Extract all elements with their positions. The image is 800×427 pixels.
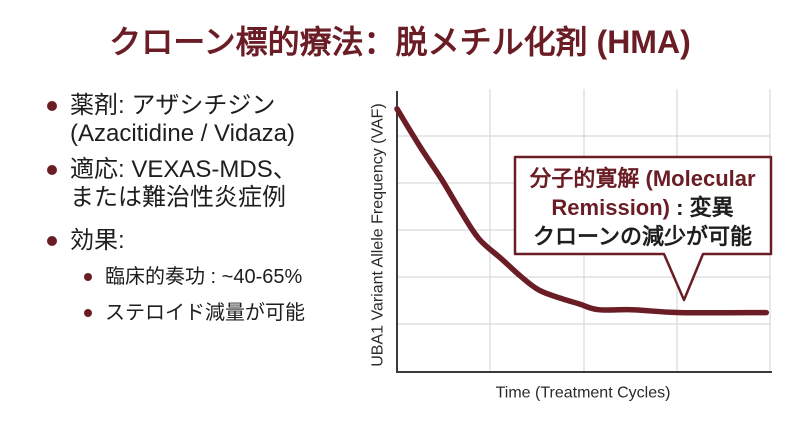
callout-line-3: クローンの減少が可能 [533, 224, 752, 249]
sub-bullet-dot [84, 273, 92, 281]
sub-bullet-response: 臨床的奏功 : ~40-65% [0, 263, 340, 291]
bullet-drug: 薬剤: アザシチジン (Azacitidine / Vidaza) [0, 92, 340, 147]
bullet-drug-line-2: (Azacitidine / Vidaza) [70, 120, 295, 147]
bullet-effect: 効果: [0, 227, 340, 255]
slide-title: クローン標的療法：脱メチル化剤 (HMA) [109, 24, 691, 60]
callout-line-2-highlight: Remission) [551, 195, 671, 220]
callout-line-2: Remission) : 変異 [515, 193, 770, 222]
bullet-indication-line-2: または難治性炎症例 [70, 184, 286, 211]
vaf-curve-line [394, 106, 770, 316]
bullet-indication-line-1: 適応: VEXAS-MDS、 [70, 156, 297, 183]
bullet-indication-text: 適応: VEXAS-MDS、 または難治性炎症例 [70, 156, 297, 212]
callout-annotation: 分子的寛解 (Molecular Remission) : 変異 クローンの減少… [515, 157, 770, 254]
sub-bullet-steroid: ステロイド減量が可能 [0, 299, 340, 327]
sub-bullet-response-text: 臨床的奏功 : ~40-65% [105, 266, 303, 288]
bullet-drug-text: 薬剤: アザシチジン (Azacitidine / Vidaza) [70, 92, 295, 148]
bullet-dot [47, 101, 57, 111]
bullet-indication: 適応: VEXAS-MDS、 または難治性炎症例 [0, 156, 340, 211]
sub-bullet-steroid-text: ステロイド減量が可能 [105, 302, 305, 324]
y-axis-label: UBA1 Variant Allele Frequency (VAF) [370, 103, 387, 367]
bullet-effect-text: 効果: [70, 227, 125, 254]
bullet-drug-line-1: 薬剤: アザシチジン [70, 92, 276, 119]
bullet-dot [47, 165, 57, 175]
callout-line-1: 分子的寛解 (Molecular [529, 166, 756, 191]
x-axis-label: Time (Treatment Cycles) [496, 385, 671, 402]
sub-bullet-dot [84, 309, 92, 317]
bullet-dot [47, 236, 57, 246]
callout-box [513, 155, 773, 302]
callout-line-2-rest: : 変異 [670, 195, 734, 220]
